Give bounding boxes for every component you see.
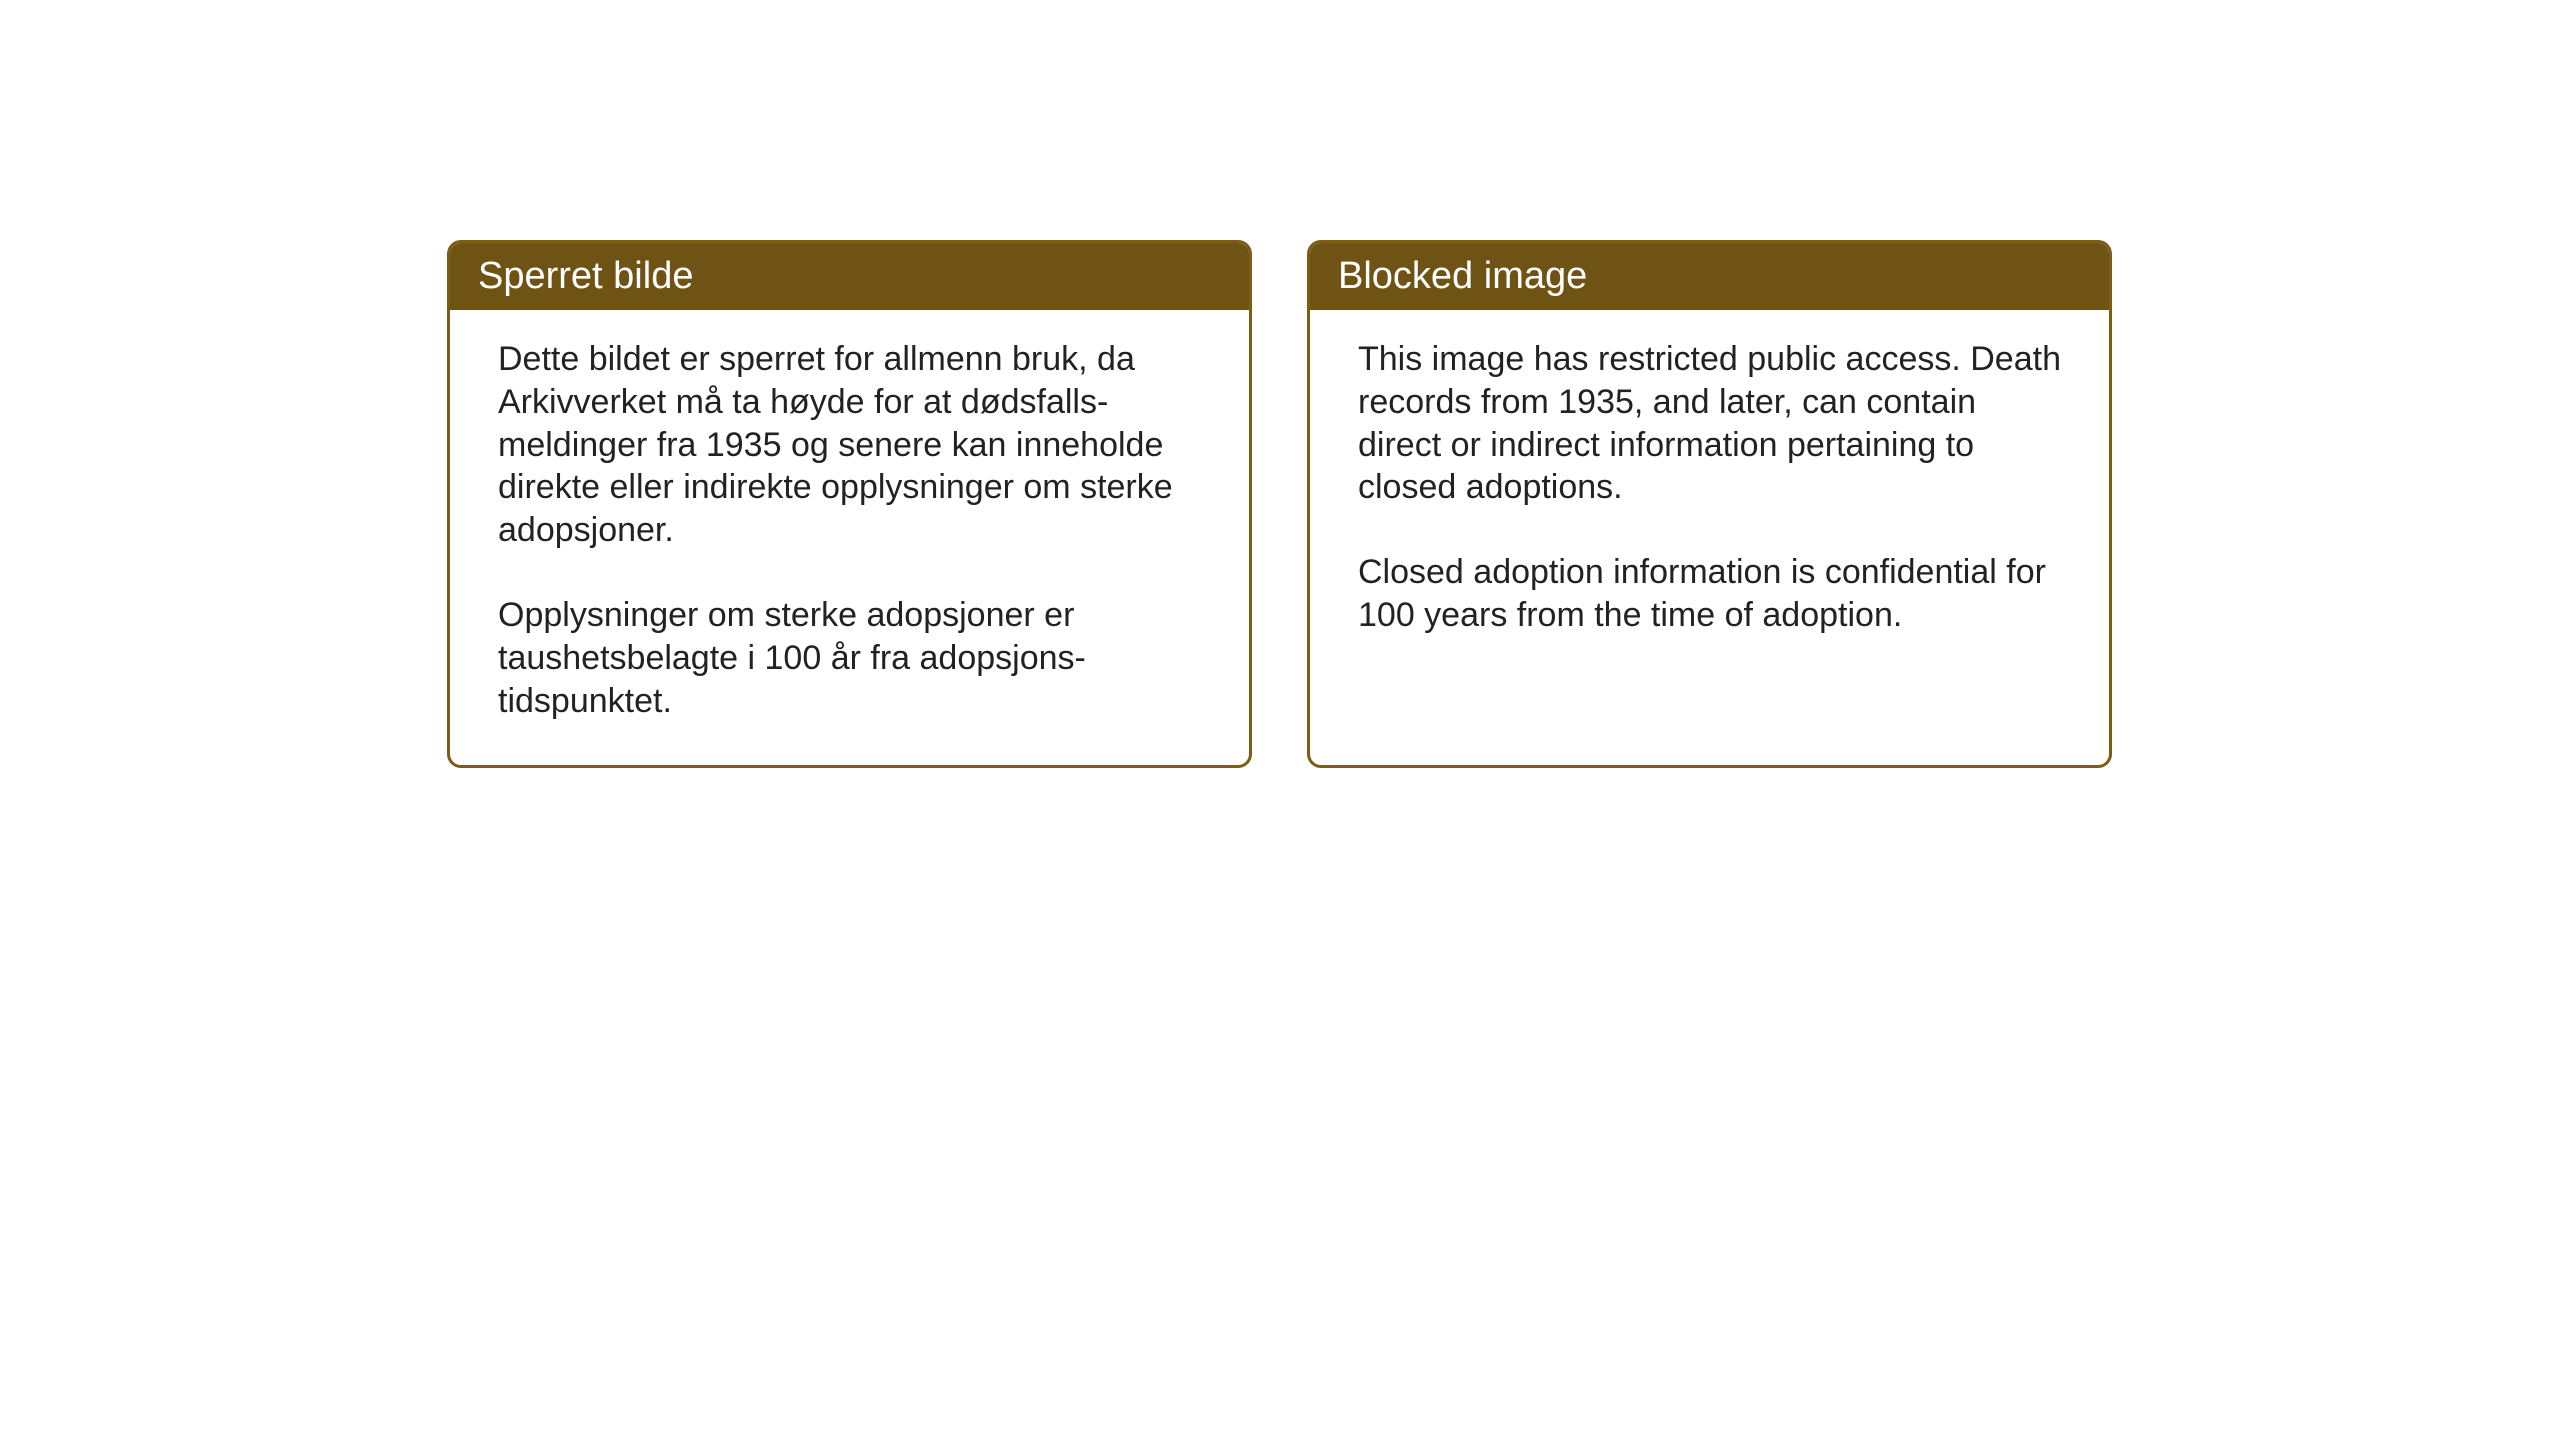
card-header-english: Blocked image xyxy=(1310,243,2109,310)
card-body-english: This image has restricted public access.… xyxy=(1310,310,2109,679)
card-header-norwegian: Sperret bilde xyxy=(450,243,1249,310)
card-paragraph-1-norwegian: Dette bildet er sperret for allmenn bruk… xyxy=(498,338,1201,552)
notice-container: Sperret bilde Dette bildet er sperret fo… xyxy=(447,240,2112,768)
notice-card-norwegian: Sperret bilde Dette bildet er sperret fo… xyxy=(447,240,1252,768)
card-title-norwegian: Sperret bilde xyxy=(478,255,693,297)
card-paragraph-1-english: This image has restricted public access.… xyxy=(1358,338,2061,509)
card-paragraph-2-english: Closed adoption information is confident… xyxy=(1358,551,2061,637)
card-paragraph-2-norwegian: Opplysninger om sterke adopsjoner er tau… xyxy=(498,594,1201,722)
card-title-english: Blocked image xyxy=(1338,255,1587,297)
card-body-norwegian: Dette bildet er sperret for allmenn bruk… xyxy=(450,310,1249,765)
notice-card-english: Blocked image This image has restricted … xyxy=(1307,240,2112,768)
